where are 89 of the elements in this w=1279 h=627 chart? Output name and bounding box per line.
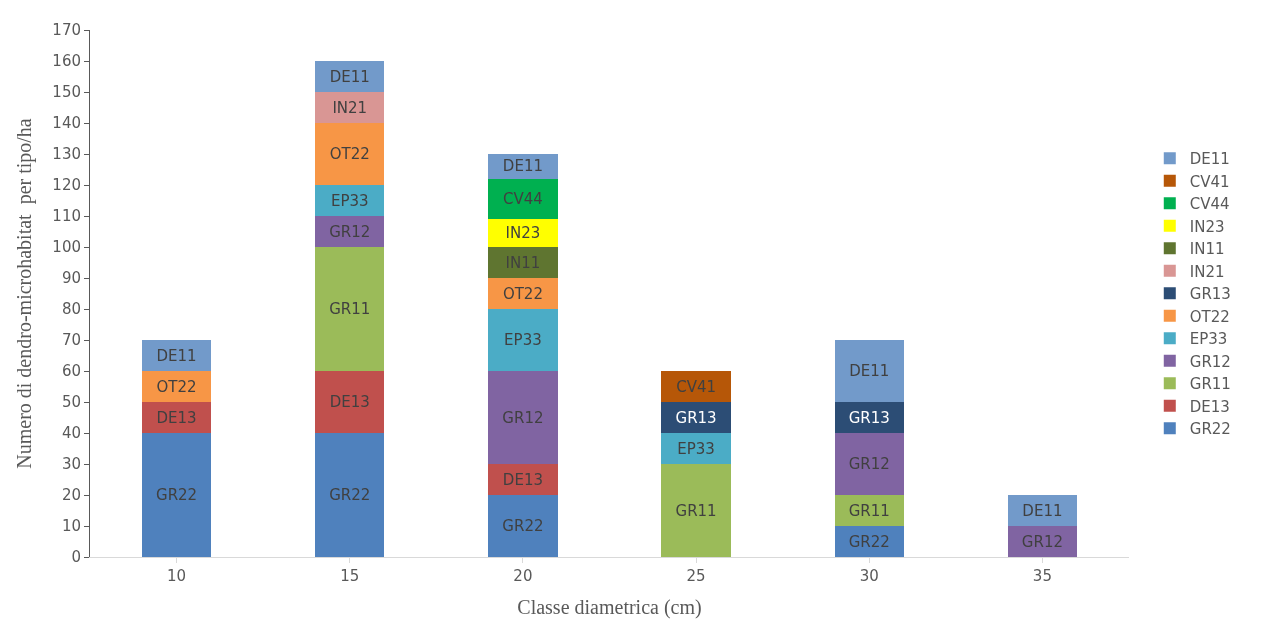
text: OT22 [156,377,197,396]
y-tick-label: 20 [61,486,81,505]
y-tick-label: 40 [61,424,81,443]
bar [315,433,385,557]
text: GR11 [848,501,890,520]
text: DE11 [1022,501,1063,520]
text: GR12 [848,455,890,473]
legend-label: DE11 [1189,150,1230,169]
legend-label: GR22 [1189,420,1231,439]
bar [315,92,385,123]
text: IN21 [332,98,368,117]
y-tick-label: 30 [61,455,81,474]
text: DE11 [849,362,890,380]
y-tick-label: 10 [61,517,81,536]
bar [315,247,385,371]
y-tick-label: 170 [52,21,81,40]
legend-label: GR11 [1189,375,1231,394]
text: EP33 [330,191,369,210]
text: DE11 [502,157,543,176]
text: DE13 [502,470,543,489]
text: GR22 [329,486,371,504]
x-tick-label: 15 [340,567,360,585]
x-tick-label: 30 [859,567,879,585]
text: DE11 [329,67,370,86]
y-tick-label: 70 [61,331,81,350]
legend-label: CV41 [1189,172,1230,191]
legend-label: DE13 [1189,397,1230,416]
bar [661,433,731,464]
text: GR11 [675,501,717,520]
legend-label: GR13 [1189,285,1231,304]
bar [315,123,385,185]
x-tick-label: 10 [167,567,187,585]
text: EP33 [504,331,542,349]
y-tick-label: 130 [52,145,81,164]
legend-label: IN11 [1189,240,1225,259]
text: IN23 [505,224,541,243]
text: GR12 [1021,532,1063,551]
text: OT22 [329,145,370,163]
text: CV41 [676,377,716,396]
text: GR22 [848,532,890,551]
bar [661,464,731,557]
legend-label: EP33 [1189,330,1228,349]
legend-label: CV44 [1189,195,1230,214]
bar [488,495,558,557]
text: GR11 [329,300,371,318]
bar [488,247,558,278]
bar [488,278,558,309]
y-axis-title: Numero di dendro-microhabitat per tipo/ha [12,118,36,469]
text: OT22 [502,284,543,303]
y-tick-label: 110 [52,207,81,226]
y-tick-label: 150 [52,83,81,102]
y-tick-label: 100 [52,238,81,257]
y-tick-label: 0 [71,548,81,567]
text: DE13 [156,408,197,427]
text: GR13 [848,408,890,427]
y-tick-label: 120 [52,176,81,195]
bar [488,219,558,247]
text: GR22 [156,486,198,504]
bar [488,371,558,464]
bar [834,340,904,402]
bar [834,433,904,495]
text: CV44 [503,189,543,208]
text: EP33 [677,439,715,458]
legend-label: GR12 [1189,352,1231,371]
bar [141,433,212,557]
y-tick-label: 80 [61,300,81,319]
bar [315,371,385,433]
y-tick-label: 60 [61,362,81,381]
legend-label: IN21 [1189,262,1225,281]
x-tick-label: 20 [513,567,533,585]
x-tick-label: 25 [686,567,706,585]
text: GR22 [502,517,544,535]
y-tick-label: 140 [52,114,81,133]
text: DE11 [156,346,197,365]
text: GR12 [329,222,371,241]
legend-label: OT22 [1189,307,1230,326]
text: DE13 [329,393,370,411]
x-tick-label: 35 [1032,567,1052,585]
text: GR13 [675,408,717,427]
legend-label: IN23 [1189,217,1225,236]
y-tick-label: 90 [61,269,81,288]
bar [488,178,558,220]
bar [488,464,558,495]
y-tick-label: 160 [52,52,81,71]
bar [661,371,731,402]
x-axis-title: Classe diametrica (cm) [517,595,702,619]
text: GR12 [502,408,544,427]
y-tick-label: 50 [61,393,81,412]
bar [488,309,558,371]
